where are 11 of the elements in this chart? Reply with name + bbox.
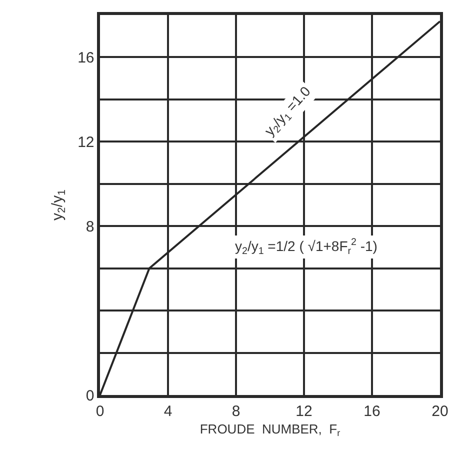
x-tick-label: 4 bbox=[164, 402, 172, 420]
x-axis-title: FROUDE NUMBER, F$_{r}$ bbox=[200, 421, 340, 438]
x-tick-label: 8 bbox=[232, 402, 240, 420]
annotation: y$_{2}$/y$_{1}$ =1/2 ( √1+8F$_{r}$$^{2}$ -1) bbox=[235, 237, 378, 257]
y-tick-label: 0 bbox=[86, 387, 94, 404]
y-tick-label: 16 bbox=[78, 49, 94, 66]
y-tick-label: 12 bbox=[78, 134, 94, 151]
x-tick-label: 12 bbox=[296, 402, 312, 420]
x-tick-label: 16 bbox=[364, 402, 380, 420]
y-tick-label: 8 bbox=[86, 218, 94, 236]
x-tick-label: 20 bbox=[432, 402, 448, 420]
